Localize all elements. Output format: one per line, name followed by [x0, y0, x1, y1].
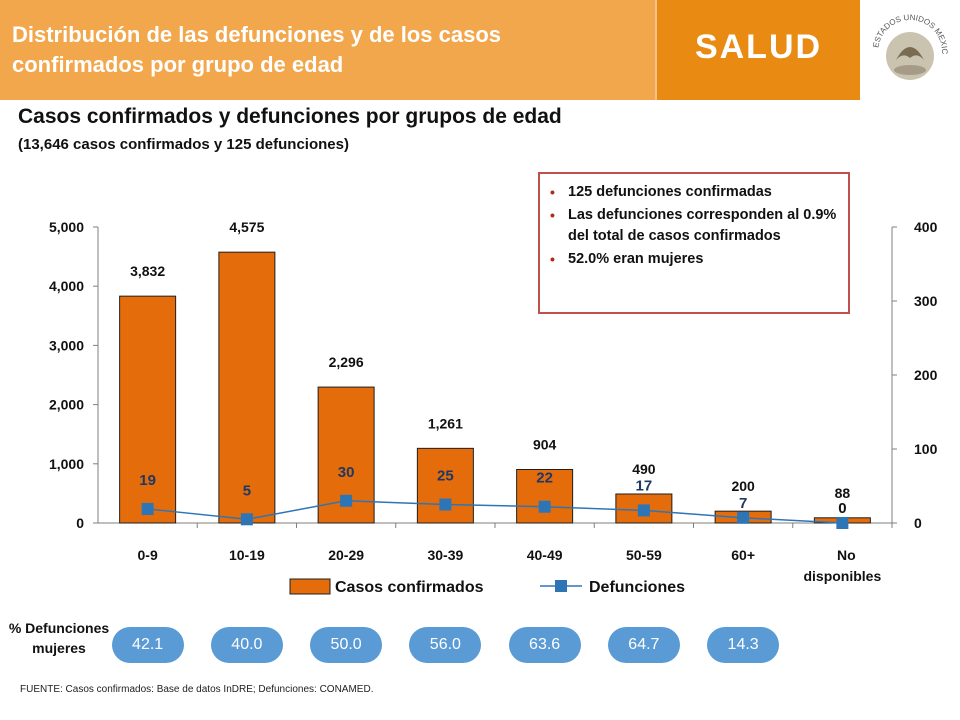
x-tick-label: 60+ [731, 547, 755, 563]
x-tick-label: disponibles [803, 568, 881, 584]
defunciones-value-label: 17 [636, 477, 653, 494]
summary-item: • Las defunciones corresponden al 0.9% de… [550, 205, 838, 247]
defunciones-marker [439, 498, 452, 511]
bar-casos [516, 468, 574, 524]
legend-swatch-casos [289, 578, 331, 595]
bar-value-label: 88 [835, 485, 851, 501]
bar-value-label: 904 [533, 436, 557, 452]
right-tick-label: 300 [914, 293, 938, 309]
x-tick-label: No [837, 547, 856, 563]
defunciones-marker [737, 511, 750, 524]
defunciones-marker [240, 513, 253, 526]
defunciones-value-label: 5 [243, 482, 251, 499]
defunciones-value-label: 25 [437, 468, 454, 485]
bar-value-label: 2,296 [329, 354, 364, 370]
bar-value-label: 3,832 [130, 263, 165, 279]
right-tick-label: 100 [914, 441, 938, 457]
summary-item-text: 125 defunciones confirmadas [568, 184, 772, 200]
slide-title: Distribución de las defunciones y de los… [12, 22, 502, 77]
defunciones-marker [340, 494, 353, 507]
summary-item: • 52.0% eran mujeres [550, 249, 838, 270]
pct-women-value: 63.6 [508, 627, 581, 663]
chart-title: Casos confirmados y defunciones por grup… [18, 105, 562, 128]
pct-women-value: 64.7 [607, 627, 680, 663]
defunciones-value-label: 7 [739, 495, 747, 512]
legend-marker-defunciones [555, 580, 567, 592]
defunciones-marker [538, 500, 551, 513]
bar-value-label: 4,575 [229, 219, 264, 235]
bar-value-label: 200 [731, 478, 755, 494]
bullet-icon: • [550, 251, 555, 267]
right-tick-label: 0 [914, 515, 922, 531]
pct-women-value: 50.0 [310, 627, 383, 663]
legend-label-casos: Casos confirmados [335, 579, 484, 596]
left-tick-label: 1,000 [49, 456, 84, 472]
legend-label-defunciones: Defunciones [589, 579, 685, 596]
summary-item: • 125 defunciones confirmadas [550, 182, 838, 203]
defunciones-value-label: 0 [838, 500, 846, 517]
bullet-icon: • [550, 184, 555, 200]
left-tick-label: 4,000 [49, 278, 84, 294]
summary-item-text: Las defunciones corresponden al 0.9% del… [568, 207, 837, 244]
defunciones-value-label: 30 [338, 464, 355, 481]
defunciones-line [147, 500, 843, 524]
summary-item-text: 52.0% eran mujeres [568, 251, 704, 267]
bar-value-label: 490 [632, 461, 656, 477]
defunciones-marker [836, 517, 849, 529]
left-tick-label: 0 [76, 515, 84, 531]
pct-women-value: 42.1 [111, 627, 184, 663]
header-brand-panel: SALUD [655, 0, 860, 100]
x-tick-label: 50-59 [626, 547, 662, 563]
defunciones-value-label: 22 [536, 470, 553, 487]
bar-casos [416, 447, 474, 524]
source-note: FUENTE: Casos confirmados: Base de datos… [20, 684, 374, 695]
defunciones-marker [141, 502, 154, 515]
bar-value-label: 1,261 [428, 415, 463, 431]
national-seal-logo: ESTADOS UNIDOS MEXICANOS [857, 0, 960, 100]
defunciones-value-label: 19 [139, 472, 156, 489]
pct-women-value: 14.3 [707, 627, 780, 663]
combo-chart: 01,0002,0003,0004,0005,00001002003004003… [49, 219, 938, 596]
x-tick-label: 0-9 [138, 547, 158, 563]
pct-women-label: % Defunciones mujeres [8, 620, 110, 656]
x-tick-label: 40-49 [527, 547, 563, 563]
x-tick-label: 10-19 [229, 547, 265, 563]
bar-casos [119, 295, 177, 524]
pct-women-value: 56.0 [409, 627, 482, 663]
left-tick-label: 3,000 [49, 337, 84, 353]
left-tick-label: 5,000 [49, 219, 84, 235]
bullet-icon: • [550, 207, 555, 223]
x-tick-label: 30-39 [427, 547, 463, 563]
summary-box: • 125 defunciones confirmadas • Las defunci… [538, 172, 850, 314]
pct-women-value: 40.0 [210, 627, 283, 663]
left-tick-label: 2,000 [49, 397, 84, 413]
right-tick-label: 200 [914, 367, 938, 383]
defunciones-marker [637, 504, 650, 517]
header-banner: Distribución de las defunciones y de los… [0, 0, 960, 100]
header-title-panel: Distribución de las defunciones y de los… [0, 0, 655, 100]
right-tick-label: 400 [914, 219, 938, 235]
salud-logo: SALUD [694, 28, 823, 66]
bar-casos [218, 251, 276, 524]
chart-subtitle: (13,646 casos confirmados y 125 defuncio… [18, 136, 349, 153]
x-tick-label: 20-29 [328, 547, 364, 563]
